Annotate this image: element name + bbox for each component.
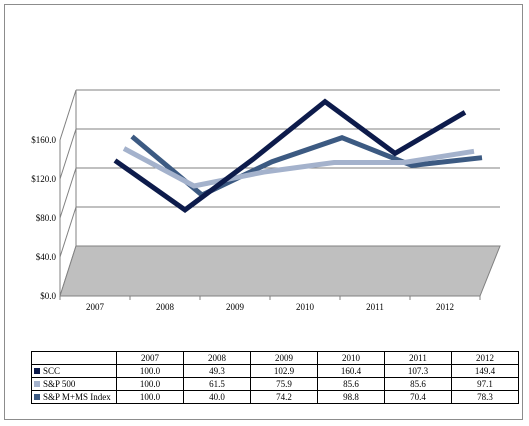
table-value-cell: 149.4 <box>451 364 519 378</box>
gridline-depth <box>59 206 77 258</box>
series-name: S&P M+MS Index <box>43 391 111 402</box>
x-tick-label: 2010 <box>296 302 315 312</box>
series-name-cell: S&P M+MS Index <box>31 390 117 404</box>
y-tick-label: $0.0 <box>40 291 56 301</box>
legend-swatch <box>34 394 40 401</box>
gridline-depth <box>59 128 77 180</box>
x-tick-label: 2012 <box>436 302 454 312</box>
table-value-cell: 100.0 <box>116 390 184 404</box>
table-value-cell: 97.1 <box>451 377 519 391</box>
table-value-cell: 61.5 <box>183 377 251 391</box>
table-header-cell: 2009 <box>250 351 318 365</box>
table-value-cell: 102.9 <box>250 364 318 378</box>
table-value-cell: 74.2 <box>250 390 318 404</box>
chart-frame <box>4 4 523 420</box>
table-header-cell: 2007 <box>116 351 184 365</box>
table-row: S&P M+MS Index 100.0 40.0 74.2 98.8 70.4 78.3 <box>31 390 519 404</box>
table-row: SCC 100.0 49.3 102.9 160.4 107.3 149.4 <box>31 364 519 378</box>
table-row: S&P 500 100.0 61.5 75.9 85.6 85.6 97.1 <box>31 377 519 391</box>
table-header-cell: 2012 <box>451 351 519 365</box>
table-value-cell: 100.0 <box>116 377 184 391</box>
table-value-cell: 98.8 <box>317 390 385 404</box>
y-tick-label: $80.0 <box>36 213 57 223</box>
chart-floor <box>59 245 501 297</box>
series-name: SCC <box>43 365 61 376</box>
x-tick-label: 2011 <box>366 302 384 312</box>
x-tick-label: 2009 <box>226 302 245 312</box>
table-value-cell: 70.4 <box>384 390 452 404</box>
table-value-cell: 78.3 <box>451 390 519 404</box>
x-tick-label: 2007 <box>86 302 105 312</box>
legend-swatch <box>34 381 40 388</box>
line-chart: $0.0 $40.0 $80.0 $120.0 $160.0 2007 2008 2009 2… <box>31 89 501 312</box>
table-value-cell: 85.6 <box>317 377 385 391</box>
legend-swatch <box>34 368 40 375</box>
series-line-0 <box>113 98 467 213</box>
table-value-cell: 100.0 <box>116 364 184 378</box>
x-tick-label: 2008 <box>156 302 175 312</box>
table-value-cell: 40.0 <box>183 390 251 404</box>
y-tick-label: $40.0 <box>36 252 57 262</box>
table-header-row: 2007 2008 2009 2010 2011 2012 <box>31 351 519 365</box>
table-value-cell: 160.4 <box>317 364 385 378</box>
table-corner-cell <box>31 351 117 365</box>
series-name-cell: S&P 500 <box>31 377 117 391</box>
gridline-depth <box>59 167 77 219</box>
table-value-cell: 49.3 <box>183 364 251 378</box>
table-value-cell: 75.9 <box>250 377 318 391</box>
data-table: 2007 2008 2009 2010 2011 2012 SCC 100.0 49.3 102… <box>31 351 519 404</box>
series-line-1 <box>122 146 475 189</box>
table-header-cell: 2010 <box>317 351 385 365</box>
y-tick-label: $120.0 <box>31 174 56 184</box>
table-value-cell: 107.3 <box>384 364 452 378</box>
y-tick-label: $160.0 <box>31 135 56 145</box>
series-name: S&P 500 <box>43 378 76 389</box>
table-header-cell: 2011 <box>384 351 452 365</box>
series-name-cell: SCC <box>31 364 117 378</box>
table-value-cell: 85.6 <box>384 377 452 391</box>
gridline-depth <box>59 89 77 141</box>
table-header-cell: 2008 <box>183 351 251 365</box>
